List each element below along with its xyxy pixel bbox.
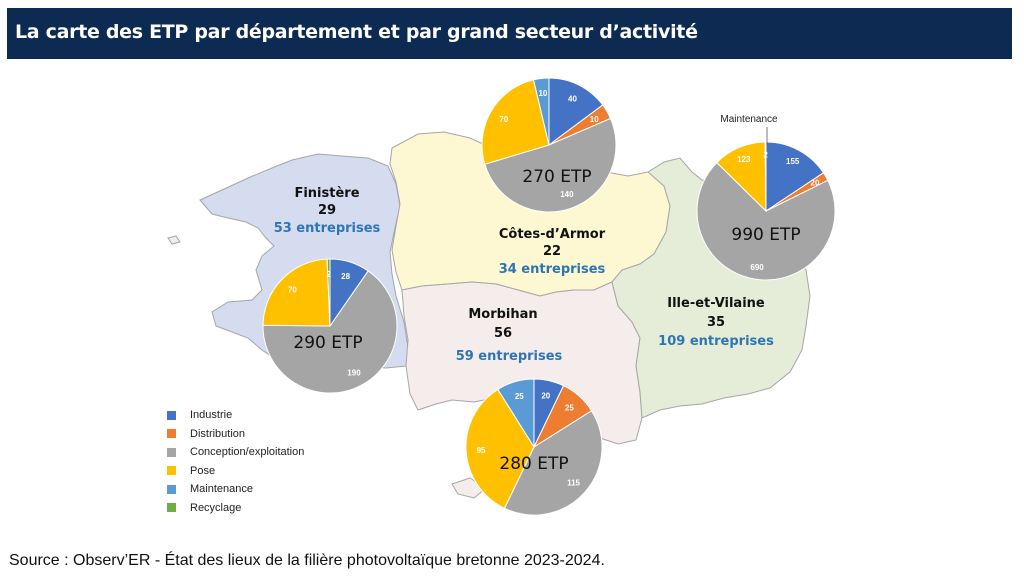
department-name: Ille-et-Vilaine xyxy=(667,296,765,311)
legend-swatch xyxy=(167,447,176,457)
legend: Industrie Distribution Conception/exploi… xyxy=(167,406,304,517)
department-value: 29 xyxy=(318,203,336,218)
pie-total-label: 990 ETP xyxy=(731,225,800,245)
pie-slice-label: 28 xyxy=(341,272,350,281)
legend-label: Conception/exploitation xyxy=(190,446,305,459)
pie-slice xyxy=(548,77,604,146)
pie-slice-label: 10 xyxy=(590,115,599,124)
morbihan-label: Morbihan 56 59 entreprises xyxy=(456,307,563,364)
pie-slice-label: 70 xyxy=(288,286,297,295)
pie-morbihan: 20 25 115 95 25 280 ETP xyxy=(465,378,603,516)
department-name: Côtes-d’Armor xyxy=(499,227,606,242)
pie-slice xyxy=(503,410,603,516)
cotes-darmor-label: Côtes-d’Armor 22 34 entreprises xyxy=(499,227,606,277)
pie-slice-label: 115 xyxy=(567,478,580,487)
department-enterprises: 109 entreprises xyxy=(658,334,774,349)
pie-slice xyxy=(764,141,767,212)
legend-item: Pose xyxy=(167,462,304,481)
pie-slice-label: 140 xyxy=(560,190,574,199)
pie-total-label: 280 ETP xyxy=(499,454,568,474)
pie-slice xyxy=(484,117,617,213)
pie-slice-label: 20 xyxy=(811,179,820,188)
title-bar: La carte des ETP par département et par … xyxy=(7,8,1012,59)
source-note: Source : Observ’ER - État des lieux de l… xyxy=(9,552,605,569)
pie-slice-label: 10 xyxy=(538,89,547,98)
pie-slice-label: 2 xyxy=(763,150,768,159)
legend-item: Distribution xyxy=(167,425,304,444)
pie-finistere: 28 190 70 2 290 ETP xyxy=(262,258,398,394)
pie-slice xyxy=(497,378,535,449)
ille-et-vilaine-label: Ille-et-Vilaine 35 109 entreprises xyxy=(658,296,774,349)
pie-slice-label: 190 xyxy=(347,368,361,377)
legend-label: Industrie xyxy=(190,409,233,422)
pie-slice xyxy=(765,141,825,212)
pie-slice-label: 123 xyxy=(737,155,751,164)
maintenance-annotation: Maintenance xyxy=(720,114,778,125)
pie-total-label: 270 ETP xyxy=(522,167,591,187)
pie-total-label: 290 ETP xyxy=(293,333,362,353)
pie-slice xyxy=(532,77,550,146)
finistere-label: Finistère 29 53 entreprises xyxy=(274,186,381,236)
legend-swatch xyxy=(167,410,176,420)
legend-item: Industrie xyxy=(167,406,304,425)
pie-ille-et-vilaine: 155 20 690 123 2 990 ETP xyxy=(696,141,836,281)
legend-swatch xyxy=(167,429,176,439)
legend-swatch xyxy=(167,503,176,513)
pie-slice-label: 25 xyxy=(515,392,524,401)
pie-slice xyxy=(326,258,331,327)
pie-slice xyxy=(465,388,535,509)
island xyxy=(167,235,181,245)
department-enterprises: 34 entreprises xyxy=(499,262,606,277)
department-enterprises: 53 entreprises xyxy=(274,221,381,236)
pie-slice xyxy=(481,79,550,165)
department-name: Morbihan xyxy=(468,307,537,322)
legend-label: Pose xyxy=(190,464,216,477)
legend-swatch xyxy=(167,484,176,494)
pie-slice-label: 155 xyxy=(786,157,800,166)
pie-slice xyxy=(262,270,398,394)
department-value: 35 xyxy=(707,315,725,330)
legend-item: Conception/exploitation xyxy=(167,443,304,462)
legend-label: Distribution xyxy=(190,427,246,440)
pie-slice-label: 2 xyxy=(327,270,332,279)
pie-slice xyxy=(262,258,331,327)
pie-slice-label: 20 xyxy=(541,391,550,400)
department-value: 22 xyxy=(543,244,561,259)
legend-item: Maintenance xyxy=(167,480,304,499)
pie-slice-label: 40 xyxy=(568,94,577,103)
pie-slice-label: 690 xyxy=(750,263,764,272)
pie-slice-label: 25 xyxy=(565,403,574,412)
legend-label: Maintenance xyxy=(190,483,253,496)
legend-swatch xyxy=(167,466,176,476)
legend-item: Recyclage xyxy=(167,499,304,518)
pie-slice-label: 95 xyxy=(477,446,486,455)
pie-cotes-darmor: 40 10 140 70 10 270 ETP xyxy=(481,77,617,213)
department-enterprises: 59 entreprises xyxy=(456,349,563,364)
department-name: Finistère xyxy=(294,186,359,201)
pie-slice xyxy=(696,161,836,281)
page-title: La carte des ETP par département et par … xyxy=(15,21,698,43)
department-value: 56 xyxy=(494,326,512,341)
legend-label: Recyclage xyxy=(190,501,242,514)
pie-slice-label: 70 xyxy=(499,115,508,124)
